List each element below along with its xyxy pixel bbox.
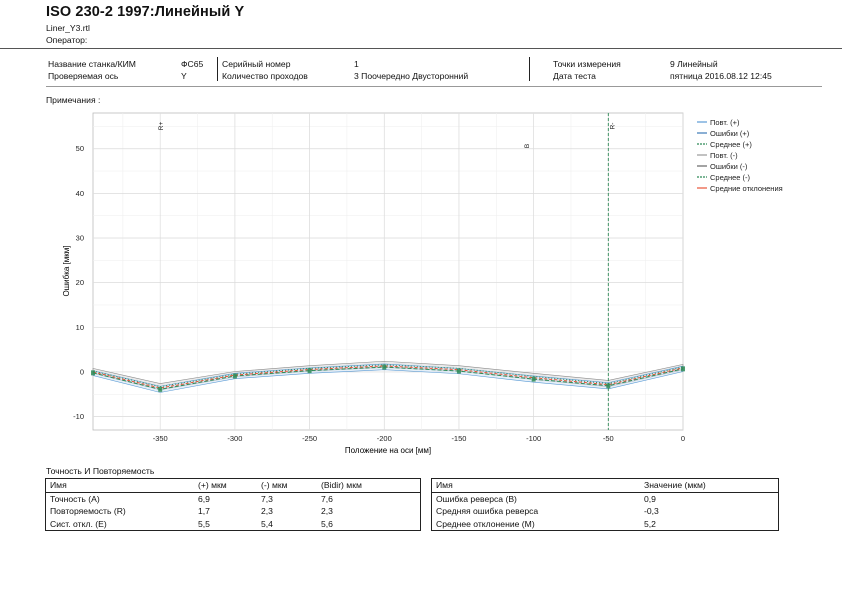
date-label: Дата теста bbox=[553, 71, 596, 81]
accuracy-table: Имя (+) мкм (-) мкм (Bidir) мкм Точность… bbox=[45, 478, 421, 531]
file-name: Liner_Y3.rtl bbox=[46, 23, 90, 33]
header-cell: (+) мкм bbox=[194, 478, 257, 493]
table-cell: 5,4 bbox=[261, 518, 273, 529]
table-header-row: Имя Значение (мкм) bbox=[431, 478, 779, 493]
table-cell: 2,3 bbox=[321, 506, 333, 517]
data-point bbox=[531, 376, 536, 382]
data-points bbox=[91, 364, 685, 392]
points-value: 9 Линейный bbox=[670, 59, 718, 69]
table-cell: -0,3 bbox=[644, 506, 659, 517]
header-cell: Имя bbox=[431, 478, 640, 493]
y-tick-label: -10 bbox=[73, 412, 84, 421]
data-point bbox=[606, 383, 611, 389]
y-tick-label: 50 bbox=[76, 144, 84, 153]
table-cell: 5,5 bbox=[198, 518, 210, 529]
x-tick-label: -300 bbox=[227, 434, 242, 443]
x-tick-label: -150 bbox=[451, 434, 466, 443]
x-tick-label: 0 bbox=[681, 434, 685, 443]
reversal-table: Имя Значение (мкм) Ошибка реверса (B) 0,… bbox=[431, 478, 779, 531]
marker-label: R+ bbox=[158, 122, 165, 131]
error-chart: -350 -300 -250 -200 -150 -100 -50 0-10010203040… bbox=[62, 112, 783, 455]
table-cell: Повторяемость (R) bbox=[50, 506, 126, 517]
header-cell: Значение (мкм) bbox=[640, 478, 779, 493]
table-cell: 5,6 bbox=[321, 518, 333, 529]
header-cell: (Bidir) мкм bbox=[317, 478, 421, 493]
table-header-row: Имя (+) мкм (-) мкм (Bidir) мкм bbox=[45, 478, 421, 493]
marker-label: B bbox=[524, 144, 531, 148]
y-tick-label: 30 bbox=[76, 234, 84, 243]
data-point bbox=[232, 373, 237, 379]
table-cell: Ошибка реверса (B) bbox=[436, 493, 517, 504]
x-tick-label: -100 bbox=[526, 434, 541, 443]
y-tick-label: 10 bbox=[76, 323, 84, 332]
legend-label: Средние отклонения bbox=[710, 184, 783, 193]
table-row: Повторяемость (R) 1,7 2,3 2,3 bbox=[46, 505, 421, 518]
notes-label: Примечания : bbox=[46, 95, 101, 105]
table-row: Среднее отклонение (M) 5,2 bbox=[432, 518, 779, 531]
table-cell: 5,2 bbox=[644, 518, 656, 529]
report-title: ISO 230-2 1997:Линейный Y bbox=[46, 4, 245, 20]
data-point bbox=[307, 368, 312, 374]
legend-label: Повт. (-) bbox=[710, 151, 738, 160]
machine-value: ФС65 bbox=[181, 59, 204, 69]
operator-label: Оператор: bbox=[46, 35, 88, 45]
chart-legend: Повт. (+) Ошибки (+) Среднее (+) Повт. (-) О… bbox=[697, 118, 783, 193]
serial-value: 1 bbox=[354, 59, 359, 69]
table-cell: Средняя ошибка реверса bbox=[436, 506, 539, 517]
marker-labels: R+ B R- bbox=[158, 122, 616, 149]
header-cell: (-) мкм bbox=[257, 478, 317, 493]
x-tick-label: -250 bbox=[302, 434, 317, 443]
info-divider bbox=[46, 86, 822, 87]
table-cell: 0,9 bbox=[644, 493, 656, 504]
chart-grid bbox=[93, 113, 684, 430]
axis-value: Y bbox=[181, 71, 187, 81]
header-divider bbox=[0, 48, 842, 49]
table-cell: 6,9 bbox=[198, 493, 210, 504]
data-point bbox=[681, 366, 685, 372]
points-label: Точки измерения bbox=[553, 59, 621, 69]
table-cell: 7,6 bbox=[321, 493, 333, 504]
x-tick-label: -350 bbox=[153, 434, 168, 443]
table-cell: Сист. откл. (E) bbox=[50, 518, 107, 529]
table-cell: Точность (A) bbox=[50, 493, 100, 504]
data-point bbox=[91, 370, 95, 376]
x-axis-label: Положение на оси [мм] bbox=[345, 446, 431, 455]
stats-title: Точность И Повторяемость bbox=[46, 466, 155, 476]
table-row: Ошибка реверса (B) 0,9 bbox=[432, 492, 779, 505]
y-tick-label: 40 bbox=[76, 189, 84, 198]
table-cell: 7,3 bbox=[261, 493, 273, 504]
table-row: Средняя ошибка реверса -0,3 bbox=[432, 505, 779, 518]
table-row: Точность (A) 6,9 7,3 7,6 bbox=[46, 492, 421, 505]
table-row: Сист. откл. (E) 5,5 5,4 5,6 bbox=[46, 518, 421, 531]
plot-area bbox=[92, 112, 684, 431]
y-tick-label: 20 bbox=[76, 278, 84, 287]
runs-label: Количество проходов bbox=[222, 71, 308, 81]
data-point bbox=[158, 386, 163, 392]
info-separator bbox=[217, 57, 218, 81]
x-tick-label: -200 bbox=[377, 434, 392, 443]
table-cell: 2,3 bbox=[261, 506, 273, 517]
table-cell: Среднее отклонение (M) bbox=[436, 518, 535, 529]
axis-ticks: -350 -300 -250 -200 -150 -100 -50 0-10010203040… bbox=[73, 144, 685, 443]
marker-label: R- bbox=[609, 123, 616, 130]
legend-label: Ошибки (-) bbox=[710, 162, 748, 171]
info-separator bbox=[529, 57, 530, 81]
legend-label: Ошибки (+) bbox=[710, 129, 750, 138]
data-point bbox=[456, 368, 461, 374]
serial-label: Серийный номер bbox=[222, 59, 291, 69]
date-value: пятница 2016.08.12 12:45 bbox=[670, 71, 772, 81]
legend-label: Среднее (+) bbox=[710, 140, 752, 149]
legend-label: Повт. (+) bbox=[710, 118, 740, 127]
data-point bbox=[382, 364, 387, 370]
legend-label: Среднее (-) bbox=[710, 173, 751, 182]
y-tick-label: 0 bbox=[80, 367, 84, 376]
axis-label: Проверяемая ось bbox=[48, 71, 119, 81]
header-cell: Имя bbox=[45, 478, 194, 493]
table-cell: 1,7 bbox=[198, 506, 210, 517]
machine-label: Название станка/КИМ bbox=[48, 59, 136, 69]
runs-value: 3 Поочередно Двусторонний bbox=[354, 71, 469, 81]
x-tick-label: -50 bbox=[603, 434, 614, 443]
y-axis-label: Ошибка [мкм] bbox=[62, 246, 71, 297]
